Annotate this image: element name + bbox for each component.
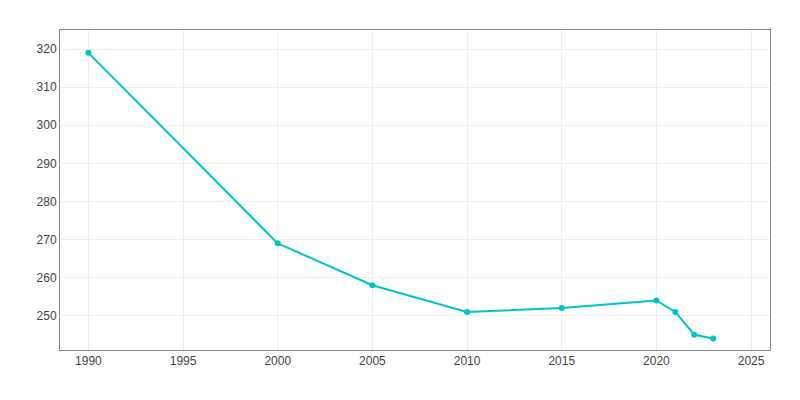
- svg-text:1995: 1995: [170, 354, 197, 368]
- svg-text:310: 310: [37, 80, 57, 94]
- svg-text:320: 320: [37, 42, 57, 56]
- svg-text:270: 270: [37, 233, 57, 247]
- svg-text:290: 290: [37, 157, 57, 171]
- svg-text:2000: 2000: [264, 354, 291, 368]
- svg-text:2015: 2015: [548, 354, 575, 368]
- svg-text:2010: 2010: [454, 354, 481, 368]
- svg-text:1990: 1990: [75, 354, 102, 368]
- svg-text:2005: 2005: [359, 354, 386, 368]
- svg-text:2020: 2020: [643, 354, 670, 368]
- svg-text:280: 280: [37, 195, 57, 209]
- svg-text:260: 260: [37, 271, 57, 285]
- svg-text:250: 250: [37, 309, 57, 323]
- svg-text:300: 300: [37, 118, 57, 132]
- svg-text:2025: 2025: [738, 354, 765, 368]
